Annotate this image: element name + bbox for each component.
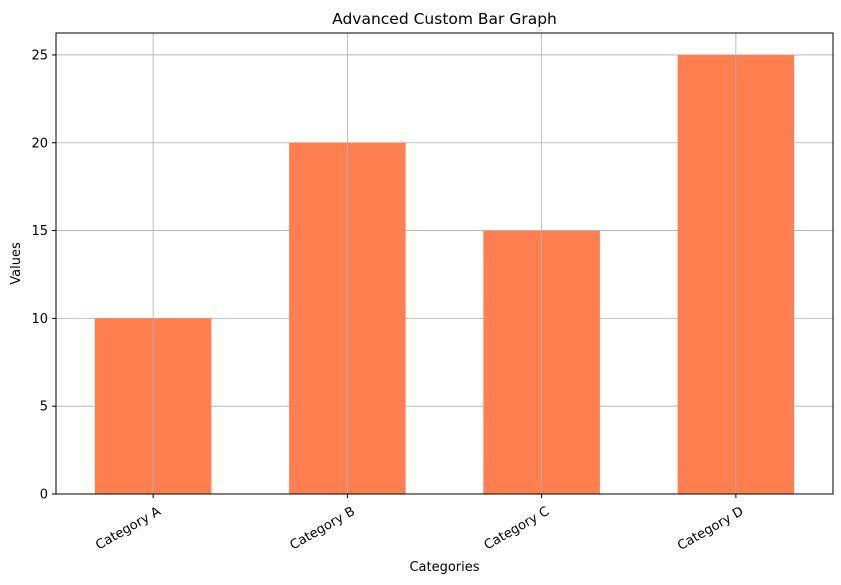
y-tick-label: 20 — [31, 136, 48, 151]
y-axis-label: Values — [9, 242, 24, 285]
x-tick-label: Category B — [288, 504, 358, 553]
bars — [94, 54, 795, 495]
y-tick-label: 5 — [40, 400, 48, 415]
x-axis-label: Categories — [409, 560, 479, 575]
y-tick-label: 25 — [31, 48, 48, 63]
plot-frame — [55, 32, 834, 495]
chart-title: Advanced Custom Bar Graph — [332, 10, 557, 28]
x-tick-label: Category C — [482, 504, 552, 553]
y-tick-label: 15 — [31, 224, 48, 239]
x-grid-lines — [152, 33, 737, 494]
x-ticks: Category A Category B Category C Category D — [93, 494, 746, 554]
y-ticks: 0 5 10 15 20 25 — [31, 48, 56, 503]
y-tick-label: 10 — [31, 312, 48, 327]
x-tick-label: Category A — [93, 504, 163, 553]
y-tick-label: 0 — [40, 488, 48, 503]
x-tick-label: Category D — [675, 504, 746, 554]
